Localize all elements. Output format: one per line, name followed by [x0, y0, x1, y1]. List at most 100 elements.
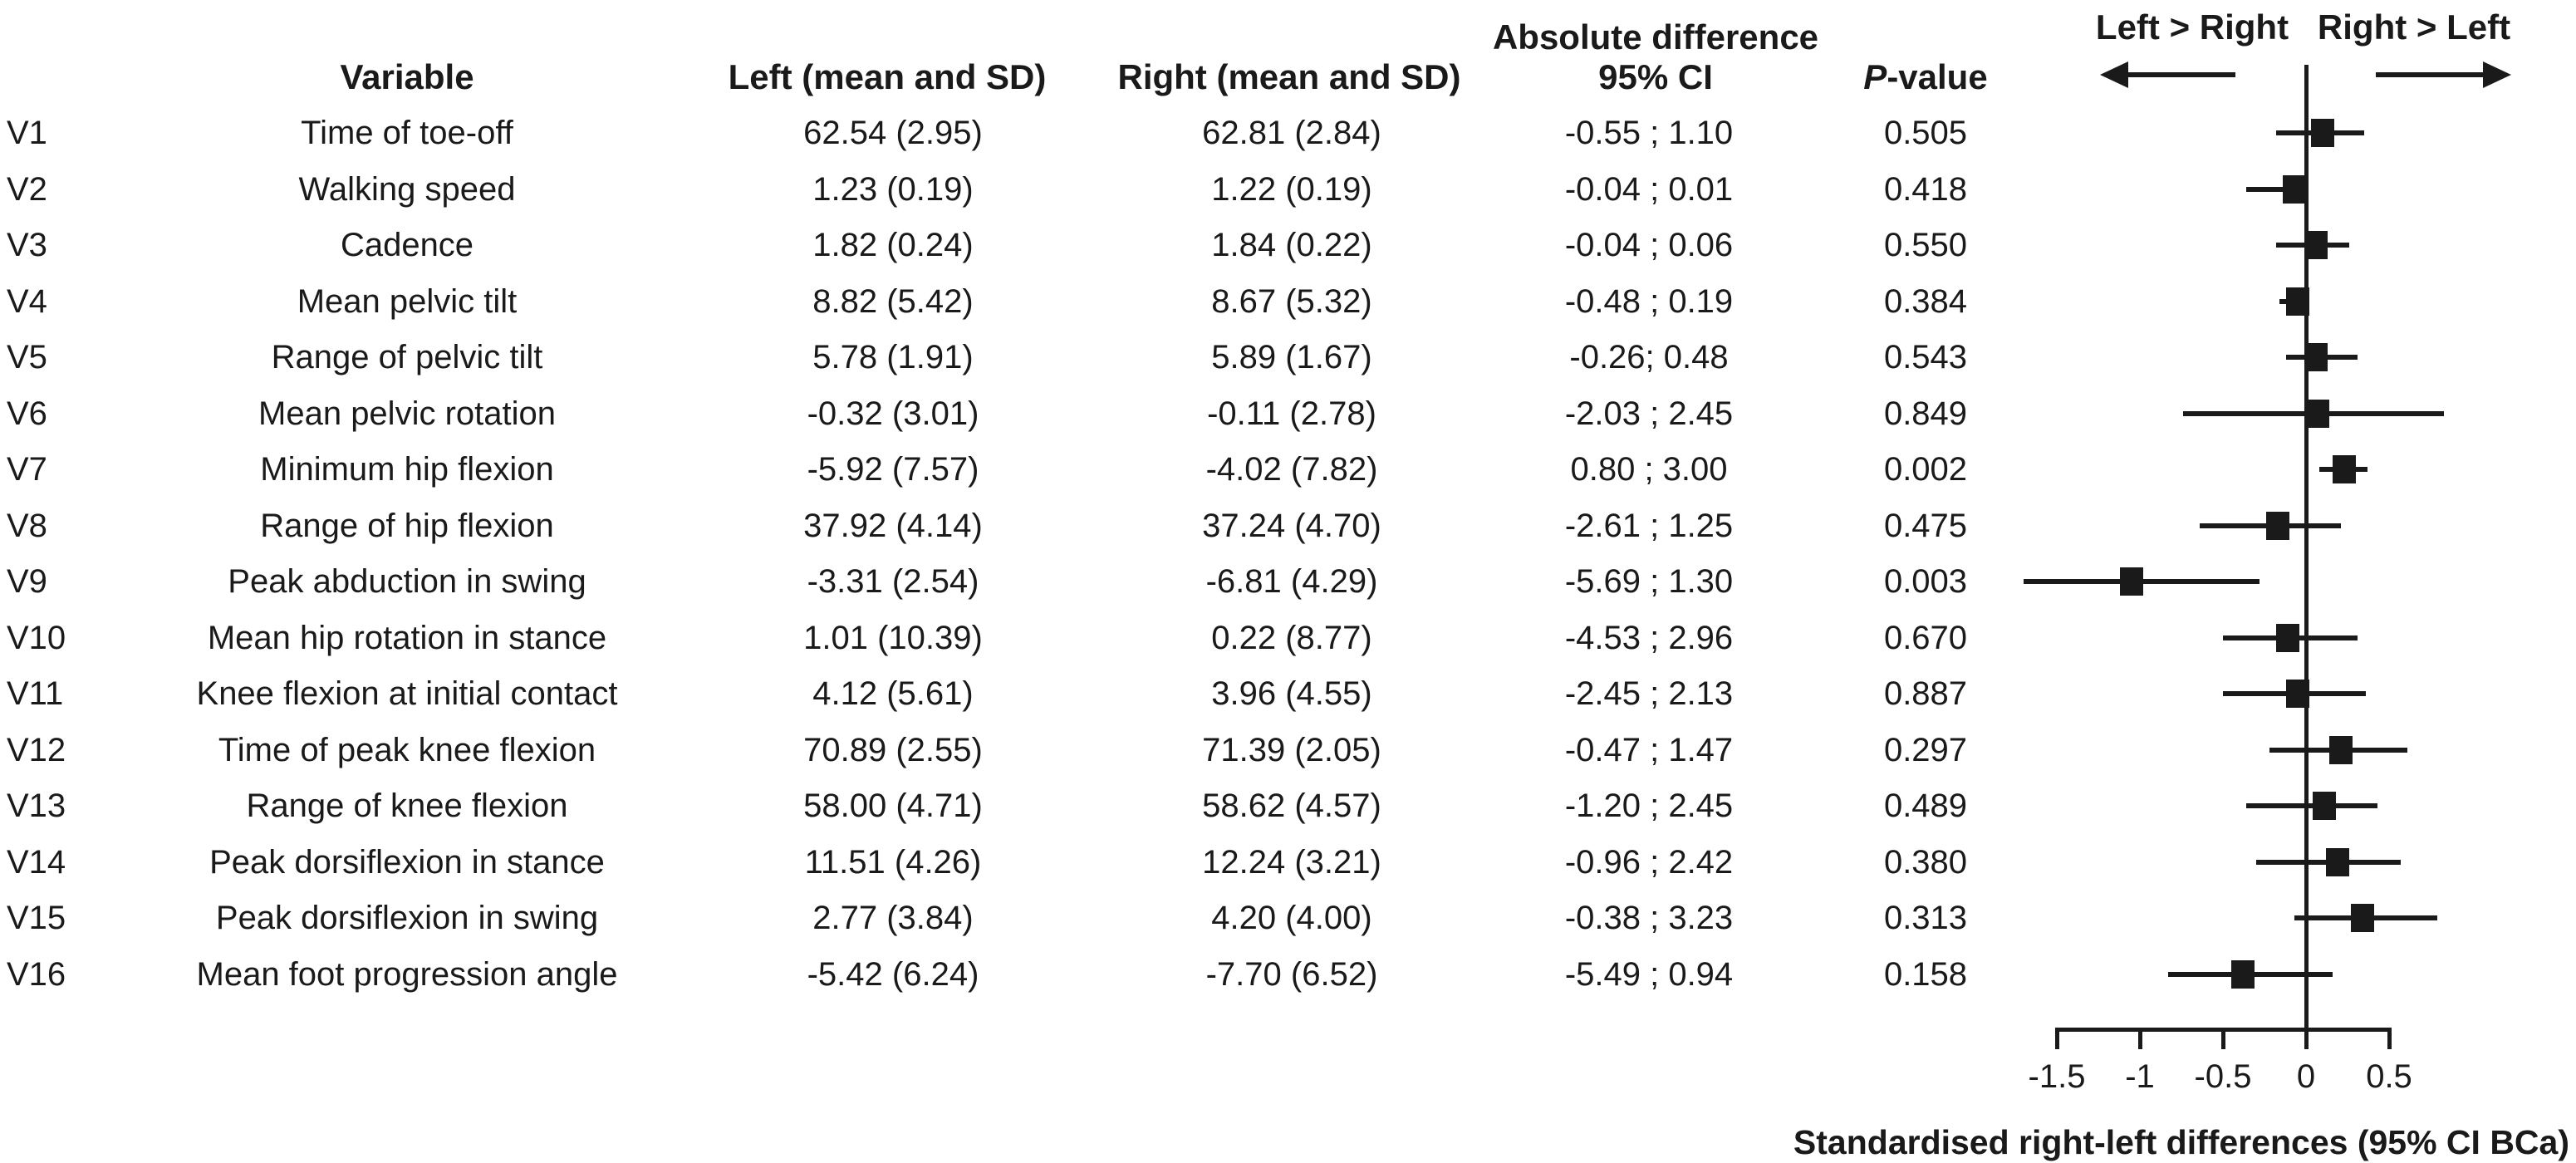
- row-id-label: V6: [7, 395, 47, 432]
- variable-cell: Peak dorsiflexion in stance: [209, 843, 605, 881]
- variable-cell: Mean foot progression angle: [196, 955, 618, 993]
- variable-cell: Mean pelvic tilt: [297, 282, 518, 320]
- estimate-marker: [2286, 287, 2309, 316]
- row-id-label: V12: [7, 731, 66, 768]
- x-axis-tick-label: 0: [2296, 1058, 2316, 1095]
- x-axis-caption: Standardised right-left differences (95%…: [1793, 1123, 2569, 1161]
- p-value-cell: 0.670: [1883, 619, 1968, 656]
- p-value-italic-p: P: [1863, 57, 1887, 96]
- variable-cell: Time of peak knee flexion: [218, 731, 596, 768]
- left-mean-cell: 5.78 (1.91): [812, 339, 974, 375]
- p-value-cell: 0.297: [1883, 731, 1968, 768]
- direction-label-right-gt-left: Right > Left: [2317, 7, 2511, 47]
- variable-cell: Walking speed: [298, 170, 516, 208]
- estimate-marker: [2351, 904, 2374, 932]
- right-mean-cell: 62.81 (2.84): [1202, 115, 1381, 151]
- right-mean-cell: 71.39 (2.05): [1202, 731, 1381, 768]
- p-value-cell: 0.380: [1883, 843, 1968, 881]
- left-mean-cell: -5.92 (7.57): [807, 451, 979, 488]
- p-value-cell: 0.418: [1883, 170, 1968, 208]
- ci-cell: -0.26; 0.48: [1569, 339, 1729, 375]
- variable-cell: Range of hip flexion: [260, 507, 554, 544]
- variable-cell: Range of pelvic tilt: [271, 339, 543, 375]
- ci-whisker: [2246, 186, 2308, 192]
- x-axis-tick-label: -1.5: [2028, 1058, 2086, 1095]
- right-mean-cell: -6.81 (4.29): [1205, 563, 1378, 600]
- right-mean-cell: 0.22 (8.77): [1211, 619, 1372, 656]
- left-direction-arrow-shaft: [2127, 72, 2235, 77]
- estimate-marker: [2120, 567, 2143, 596]
- x-axis-tick-label: -1: [2125, 1058, 2155, 1095]
- variable-cell: Mean pelvic rotation: [258, 395, 556, 432]
- p-value-cell: 0.475: [1883, 507, 1968, 544]
- column-header-variable: Variable: [340, 57, 474, 96]
- row-id-label: V7: [7, 451, 47, 488]
- estimate-marker: [2306, 399, 2329, 428]
- right-mean-cell: 58.62 (4.57): [1202, 788, 1381, 824]
- p-value-cell: 0.849: [1883, 395, 1968, 432]
- estimate-marker: [2304, 343, 2328, 371]
- right-mean-cell: 1.22 (0.19): [1211, 170, 1372, 208]
- ci-cell: -5.69 ; 1.30: [1564, 563, 1734, 600]
- row-id-label: V5: [7, 339, 47, 375]
- row-id-label: V4: [7, 282, 47, 320]
- direction-label-left-gt-right: Left > Right: [2095, 7, 2289, 47]
- ci-cell: -0.04 ; 0.01: [1564, 170, 1734, 208]
- ci-cell: -0.04 ; 0.06: [1564, 227, 1734, 263]
- column-header-right-mean-sd: Right (mean and SD): [1117, 57, 1461, 96]
- left-mean-cell: 37.92 (4.14): [803, 507, 983, 544]
- variable-cell: Mean hip rotation in stance: [207, 619, 607, 656]
- right-mean-cell: -0.11 (2.78): [1207, 395, 1376, 432]
- column-header-left-mean-sd: Left (mean and SD): [728, 57, 1047, 96]
- estimate-marker: [2326, 847, 2349, 876]
- left-mean-cell: 1.01 (10.39): [803, 619, 983, 656]
- ci-cell: -0.96 ; 2.42: [1564, 843, 1734, 881]
- row-id-label: V14: [7, 843, 66, 881]
- x-axis-tick: [2054, 1028, 2059, 1049]
- row-id-label: V8: [7, 507, 47, 544]
- ci-cell: 0.80 ; 3.00: [1570, 451, 1728, 488]
- ci-cell: -0.38 ; 3.23: [1564, 900, 1734, 936]
- x-axis-tick: [2137, 1028, 2142, 1049]
- left-mean-cell: 70.89 (2.55): [803, 731, 983, 768]
- variable-cell: Peak abduction in swing: [228, 563, 586, 600]
- left-mean-cell: 1.82 (0.24): [812, 227, 974, 263]
- left-mean-cell: 58.00 (4.71): [803, 788, 983, 824]
- variable-cell: Knee flexion at initial contact: [196, 675, 618, 712]
- row-id-label: V2: [7, 170, 47, 208]
- right-mean-cell: 4.20 (4.00): [1211, 900, 1372, 936]
- left-mean-cell: 4.12 (5.61): [812, 675, 974, 712]
- ci-cell: -0.47 ; 1.47: [1564, 731, 1734, 768]
- right-mean-cell: 12.24 (3.21): [1202, 843, 1381, 881]
- zero-reference-line: [2304, 65, 2309, 1049]
- estimate-marker: [2276, 623, 2299, 652]
- variable-cell: Range of knee flexion: [246, 788, 568, 824]
- row-id-label: V13: [7, 788, 66, 824]
- row-id-label: V3: [7, 227, 47, 263]
- ci-cell: -2.45 ; 2.13: [1564, 675, 1734, 712]
- variable-cell: Peak dorsiflexion in swing: [215, 900, 599, 936]
- left-mean-cell: 1.23 (0.19): [812, 170, 974, 208]
- x-axis-tick-label: 0.5: [2366, 1058, 2412, 1095]
- ci-whisker: [2246, 803, 2377, 808]
- ci-cell: -0.48 ; 0.19: [1564, 282, 1734, 320]
- left-mean-cell: -5.42 (6.24): [807, 955, 979, 993]
- right-mean-cell: -7.70 (6.52): [1205, 955, 1378, 993]
- estimate-marker: [2231, 959, 2255, 989]
- column-header-p-value: P-value: [1863, 60, 1987, 95]
- p-value-cell: 0.002: [1883, 451, 1968, 488]
- estimate-marker: [2266, 511, 2289, 540]
- x-axis-tick-label: -0.5: [2194, 1058, 2252, 1095]
- p-value-cell: 0.158: [1883, 955, 1968, 993]
- row-id-label: V15: [7, 900, 66, 936]
- p-value-cell: 0.550: [1883, 227, 1968, 263]
- right-mean-cell: 8.67 (5.32): [1211, 282, 1372, 320]
- ci-cell: -4.53 ; 2.96: [1564, 619, 1734, 656]
- row-id-label: V10: [7, 619, 66, 656]
- variable-cell: Cadence: [340, 227, 474, 263]
- estimate-marker: [2286, 680, 2309, 708]
- variable-cell: Time of toe-off: [301, 115, 513, 151]
- row-id-label: V1: [7, 115, 47, 151]
- ci-cell: -5.49 ; 0.94: [1564, 955, 1734, 993]
